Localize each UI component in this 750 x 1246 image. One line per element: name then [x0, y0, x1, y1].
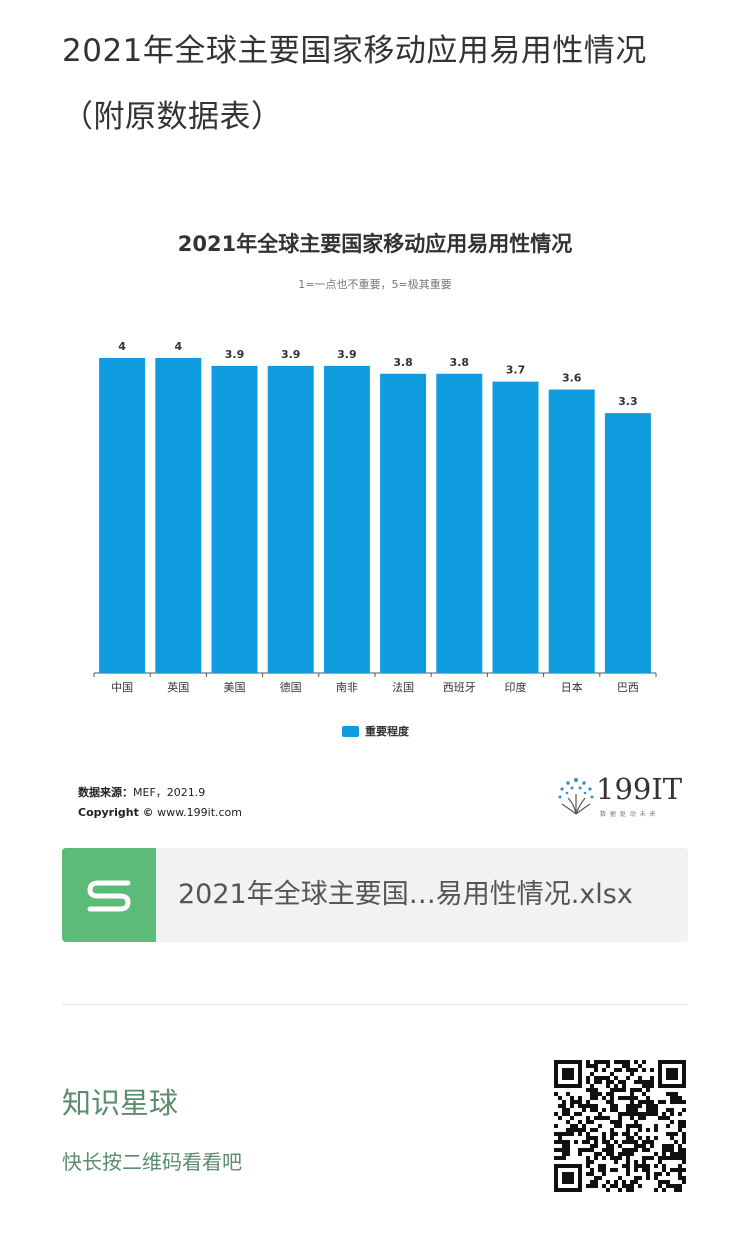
chart-title: 2021年全球主要国家移动应用易用性情况: [177, 232, 573, 256]
source-label: 数据来源：: [78, 786, 133, 799]
x-tick-label: 巴西: [617, 681, 639, 694]
copyright-value: www.199it.com: [157, 806, 243, 819]
logo-text: 199IT: [596, 772, 683, 806]
chart-image[interactable]: 2021年全球主要国家移动应用易用性情况 1=一点也不重要，5=极其重要 4 中国…: [62, 210, 688, 840]
data-label: 3.8: [450, 356, 470, 369]
bar: [436, 373, 483, 673]
page-title: 2021年全球主要国家移动应用易用性情况（附原数据表）: [62, 33, 647, 135]
bar: [548, 389, 595, 673]
x-tick-label: 西班牙: [443, 681, 476, 694]
data-label: 4: [174, 340, 182, 353]
attachment-file-name[interactable]: 2021年全球主要国…易用性情况.xlsx: [178, 879, 633, 910]
promo-title: 知识星球: [62, 1086, 179, 1120]
x-tick-label: 法国: [392, 680, 414, 694]
data-label: 3.7: [506, 364, 526, 377]
legend-label: 重要程度: [365, 725, 409, 738]
bar: [604, 413, 651, 673]
data-label: 3.9: [281, 348, 301, 361]
chart-legend: 重要程度: [342, 723, 409, 739]
bar: [211, 365, 258, 673]
spreadsheet-s-icon: [62, 848, 156, 942]
data-label: 3.3: [618, 395, 638, 408]
data-label: 3.8: [393, 356, 413, 369]
promo-subtitle: 快长按二维码看看吧: [62, 1150, 242, 1174]
bar: [380, 373, 427, 673]
brand-logo: 199IT 数 据 驱 动 未 来: [554, 772, 684, 822]
chart-subtitle: 1=一点也不重要，5=极其重要: [298, 278, 452, 291]
x-tick-label: 印度: [505, 680, 527, 694]
source-value: MEF，2021.9: [133, 786, 206, 799]
data-label: 3.9: [225, 348, 245, 361]
chart-source: 数据来源：MEF，2021.9 Copyright © www.199it.co…: [78, 783, 242, 823]
data-label: 4: [118, 340, 126, 353]
x-tick-label: 日本: [561, 680, 583, 694]
qr-code-icon[interactable]: [554, 1060, 686, 1192]
bar: [155, 358, 202, 673]
bar: [267, 365, 314, 673]
x-tick-label: 英国: [167, 680, 189, 694]
x-tick-label: 中国: [111, 681, 133, 694]
x-tick-label: 南非: [336, 681, 358, 694]
x-tick-label: 美国: [224, 681, 246, 694]
divider: [62, 1004, 688, 1005]
s-glyph-icon: [87, 880, 131, 912]
dandelion-icon: [558, 778, 594, 815]
data-label: 3.6: [562, 372, 582, 385]
legend-swatch: [342, 725, 359, 737]
attachment-card[interactable]: 2021年全球主要国…易用性情况.xlsx: [62, 848, 688, 942]
bar: [492, 381, 539, 673]
logo-tagline: 数 据 驱 动 未 来: [600, 811, 657, 818]
x-tick-label: 德国: [280, 680, 302, 694]
copyright-label: Copyright ©: [78, 806, 154, 819]
bar: [323, 365, 370, 673]
bar: [99, 358, 146, 673]
data-label: 3.9: [337, 348, 357, 361]
bar-chart: 4 中国 4 英国 3.9 美国 3.9 德国 3.9 南非 3.8 法国 3.8 西班牙 3.7 印度 3.6…: [93, 340, 657, 694]
